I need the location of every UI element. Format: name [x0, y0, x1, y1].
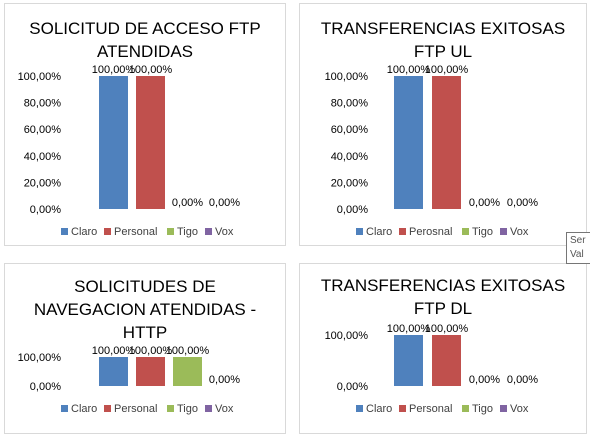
bar-tigo[interactable] [173, 357, 202, 386]
legend-swatch [167, 228, 174, 235]
bar-chart: 0,00%20,00%40,00%60,00%80,00%100,00%100,… [18, 64, 241, 238]
legend-label: Vox [510, 226, 529, 238]
bar-claro[interactable] [99, 357, 128, 386]
chart-panel-transferencias-ftp-ul[interactable]: TRANSFERENCIAS EXITOSAS FTP UL 0,00% 20,0… [299, 3, 587, 246]
data-label: 100,00% [166, 345, 210, 357]
chart-title: SOLICITUDES DE NAVEGACION ATENDIDAS - HT… [5, 275, 285, 344]
tooltip-line: Ser [570, 235, 586, 246]
y-tick-label: 0,00% [337, 381, 368, 393]
legend-label: Vox [215, 226, 234, 238]
data-label: 100,00% [92, 345, 136, 357]
data-label: 0,00% [507, 374, 538, 386]
bar-claro[interactable] [394, 335, 423, 386]
legend-swatch [462, 228, 469, 235]
y-tick-label: 100,00% [18, 71, 62, 83]
legend-label: Tigo [177, 403, 198, 415]
chart-title: SOLICITUD DE ACCESO FTP ATENDIDAS [5, 17, 285, 63]
chart-title-line: HTTP [122, 323, 168, 342]
chart-title-line: TRANSFERENCIAS EXITOSAS [320, 19, 566, 38]
data-label: 100,00% [129, 345, 173, 357]
y-tick-label: 60,00% [331, 124, 369, 136]
chart-title-line: SOLICITUD DE ACCESO FTP [29, 19, 261, 38]
y-tick-label: 40,00% [24, 151, 62, 163]
data-label: 100,00% [92, 64, 136, 76]
legend-label: Claro [71, 226, 97, 238]
data-label: 0,00% [209, 197, 240, 209]
bar-personal[interactable] [136, 76, 165, 209]
bar-chart: 0,00%100,00%100,00%100,00%0,00% 0,00%Clar… [325, 323, 539, 415]
y-tick-label: 0,00% [30, 381, 61, 393]
legend-label: Personal [114, 403, 157, 415]
chart-title: TRANSFERENCIAS EXITOSAS FTP UL [300, 17, 586, 63]
legend-label: Perosnal [409, 226, 452, 238]
bar-personal[interactable] [432, 76, 461, 209]
chart-title-line: NAVEGACION ATENDIDAS - [33, 300, 257, 319]
bar-claro[interactable] [394, 76, 423, 209]
legend-swatch [356, 228, 363, 235]
legend-label: Tigo [177, 226, 198, 238]
y-tick-label: 0,00% [30, 204, 61, 216]
chart-panel-solicitudes-navegacion-http[interactable]: SOLICITUDES DE NAVEGACION ATENDIDAS - HT… [4, 263, 286, 434]
legend-label: Personal [409, 403, 452, 415]
tooltip: Ser Val [566, 232, 590, 264]
y-tick-label: 60,00% [24, 124, 62, 136]
y-tick-label: 80,00% [331, 98, 369, 110]
chart-title-line: SOLICITUDES DE [74, 277, 216, 296]
data-label: 100,00% [387, 64, 431, 76]
chart-title-line: TRANSFERENCIAS EXITOSAS [320, 276, 566, 295]
legend-swatch [500, 228, 507, 235]
y-tick-label: 0,00% [337, 204, 368, 216]
legend-swatch [399, 405, 406, 412]
bar-claro[interactable] [99, 76, 128, 209]
data-label: 0,00% [507, 197, 538, 209]
chart-title-line: FTP DL [413, 299, 473, 318]
legend-swatch [399, 228, 406, 235]
data-label: 0,00% [172, 197, 203, 209]
legend-swatch [462, 405, 469, 412]
legend-label: Tigo [472, 403, 493, 415]
bar-personal[interactable] [432, 335, 461, 386]
chart-title-line: ATENDIDAS [96, 42, 194, 61]
legend-swatch [205, 405, 212, 412]
legend-swatch [61, 228, 68, 235]
chart-panel-transferencias-ftp-dl[interactable]: TRANSFERENCIAS EXITOSAS FTP DL 0,00% 100,… [299, 263, 587, 434]
legend-swatch [104, 228, 111, 235]
chart-title-line: FTP UL [413, 42, 473, 61]
y-tick-label: 100,00% [325, 330, 369, 342]
legend-label: Claro [366, 403, 392, 415]
y-tick-label: 100,00% [325, 71, 369, 83]
legend-swatch [205, 228, 212, 235]
y-tick-label: 80,00% [24, 98, 62, 110]
bar-personal[interactable] [136, 357, 165, 386]
data-label: 0,00% [469, 197, 500, 209]
legend-swatch [104, 405, 111, 412]
legend-label: Personal [114, 226, 157, 238]
legend-swatch [500, 405, 507, 412]
data-label: 100,00% [129, 64, 173, 76]
bar-chart: 0,00%20,00%40,00%60,00%80,00%100,00%100,… [325, 64, 539, 238]
data-label: 0,00% [209, 374, 240, 386]
chart-title: TRANSFERENCIAS EXITOSAS FTP DL [300, 274, 586, 320]
legend-swatch [167, 405, 174, 412]
y-tick-label: 100,00% [18, 352, 62, 364]
data-label: 100,00% [387, 323, 431, 335]
data-label: 100,00% [425, 64, 469, 76]
data-label: 100,00% [425, 323, 469, 335]
y-tick-label: 40,00% [331, 151, 369, 163]
chart-panel-solicitud-acceso-ftp[interactable]: SOLICITUD DE ACCESO FTP ATENDIDAS 0,00% 2… [4, 3, 286, 246]
bar-chart: 0,00%100,00%100,00%100,00%100,00%0,00%Cl… [18, 345, 241, 415]
tooltip-line: Val [570, 249, 584, 260]
legend-label: Claro [71, 403, 97, 415]
legend-label: Tigo [472, 226, 493, 238]
data-label: 0,00% [469, 374, 500, 386]
legend-label: Vox [510, 403, 529, 415]
y-tick-label: 20,00% [331, 177, 369, 189]
legend-swatch [356, 405, 363, 412]
legend-swatch [61, 405, 68, 412]
legend-label: Vox [215, 403, 234, 415]
legend-label: Claro [366, 226, 392, 238]
y-tick-label: 20,00% [24, 177, 62, 189]
